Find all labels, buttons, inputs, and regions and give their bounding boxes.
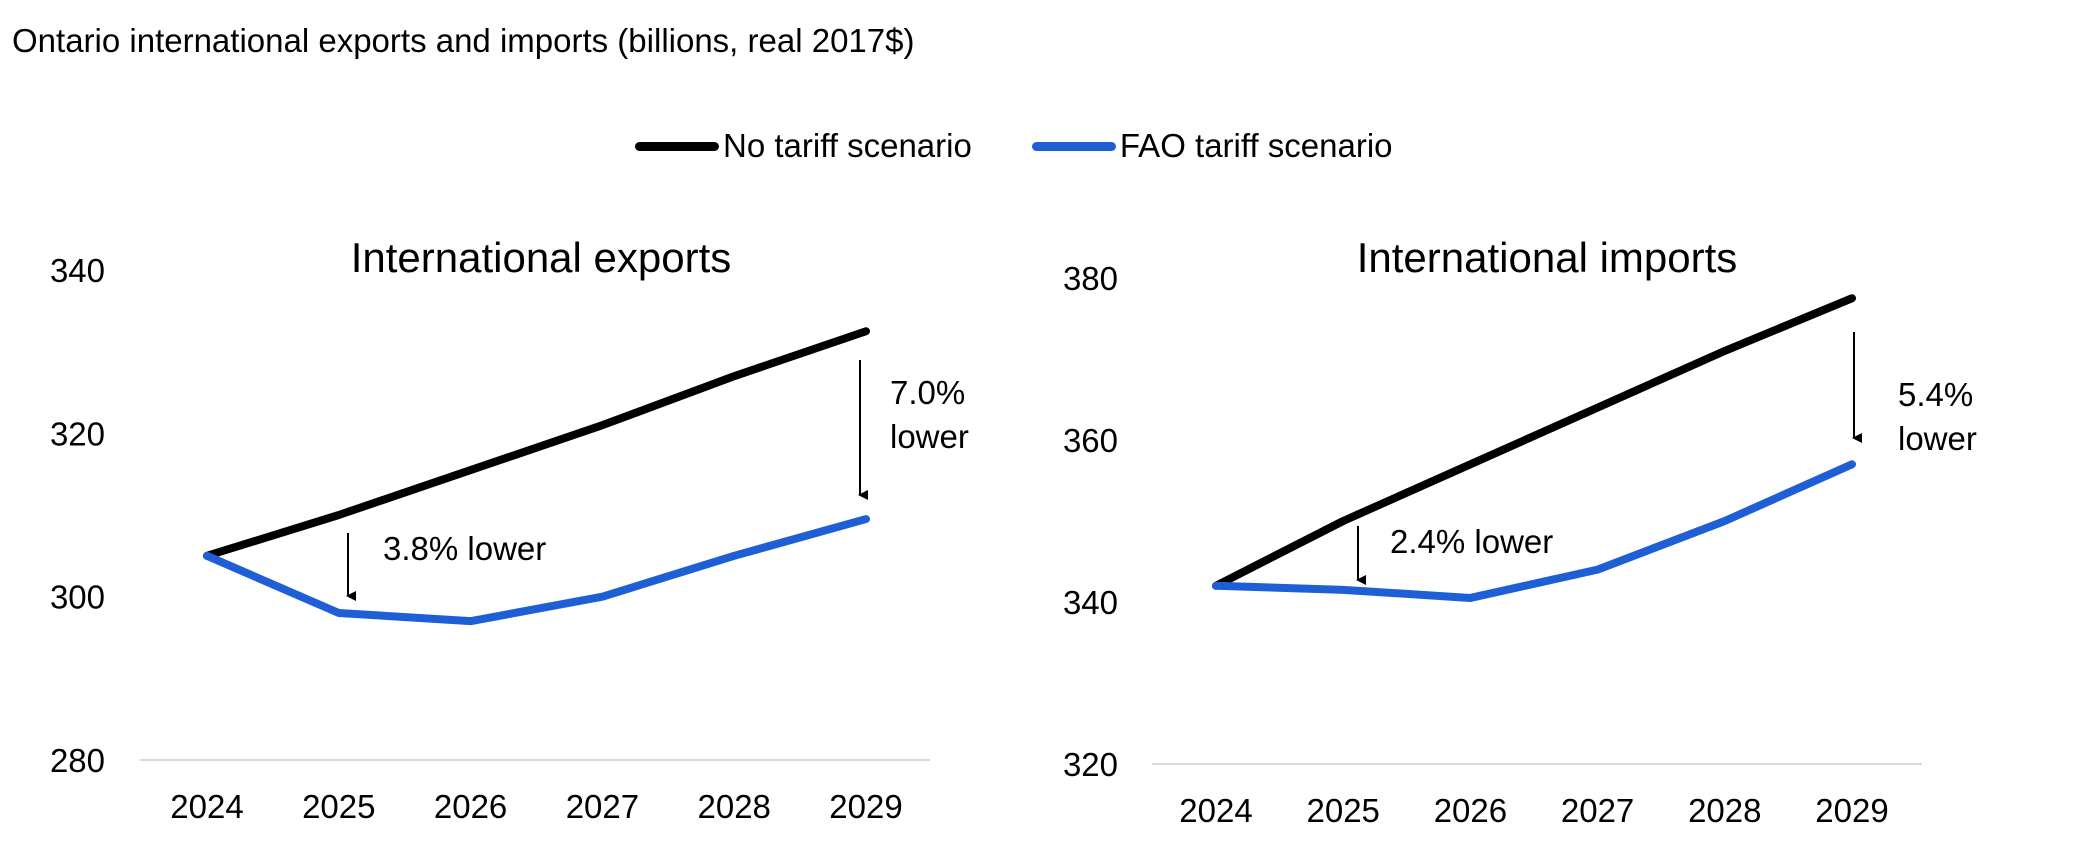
figure-title: Ontario international exports and import… (12, 22, 915, 59)
legend-label-fao-tariff: FAO tariff scenario (1119, 127, 1393, 164)
x-tick-label: 2026 (1434, 792, 1507, 829)
x-tick-label: 2024 (170, 788, 243, 825)
y-tick-label: 280 (50, 742, 105, 779)
x-tick-label: 2029 (1815, 792, 1888, 829)
x-tick-label: 2025 (302, 788, 375, 825)
x-tick-label: 2025 (1306, 792, 1379, 829)
series-line-fao-tariff-scenario (1212, 460, 1856, 602)
imports-panel: International imports 320 340 360 380 2024 202… (1063, 234, 1977, 829)
y-tick-label: 380 (1063, 260, 1118, 297)
annotation-text: 7.0% lower (890, 374, 969, 455)
panel-title: International imports (1357, 234, 1738, 281)
x-tick-label: 2028 (1688, 792, 1761, 829)
legend-entry-no-tariff: No tariff scenario (635, 127, 972, 165)
legend-swatch-fao-tariff (1031, 141, 1116, 151)
legend-entry-fao-tariff: FAO tariff scenario (1031, 127, 1393, 165)
x-tick-label: 2027 (566, 788, 639, 825)
x-tick-label: 2026 (434, 788, 507, 825)
annotation-text: 3.8% lower (383, 530, 546, 567)
legend-swatch-no-tariff (635, 141, 719, 151)
x-tick-label: 2028 (697, 788, 770, 825)
legend-label-no-tariff: No tariff scenario (723, 127, 972, 164)
y-tick-label: 360 (1063, 422, 1118, 459)
panel-title: International exports (351, 234, 732, 281)
legend: No tariff scenario FAO tariff scenario (635, 122, 1453, 170)
annotation-text: 5.4% lower (1898, 376, 1977, 457)
series-line-no-tariff-scenario (1212, 294, 1856, 590)
x-tick-label: 2029 (829, 788, 902, 825)
exports-panel: International exports 280 300 320 340 2024 202… (50, 234, 969, 825)
series-line-fao-tariff-scenario (203, 515, 870, 626)
annotation-text: 2.4% lower (1390, 523, 1553, 560)
series-line-no-tariff-scenario (203, 327, 870, 560)
y-tick-label: 320 (50, 415, 105, 452)
x-tick-label: 2024 (1179, 792, 1252, 829)
y-tick-label: 300 (50, 579, 105, 616)
y-tick-label: 320 (1063, 746, 1118, 783)
y-tick-label: 340 (1063, 584, 1118, 621)
x-tick-label: 2027 (1561, 792, 1634, 829)
y-tick-label: 340 (50, 252, 105, 289)
